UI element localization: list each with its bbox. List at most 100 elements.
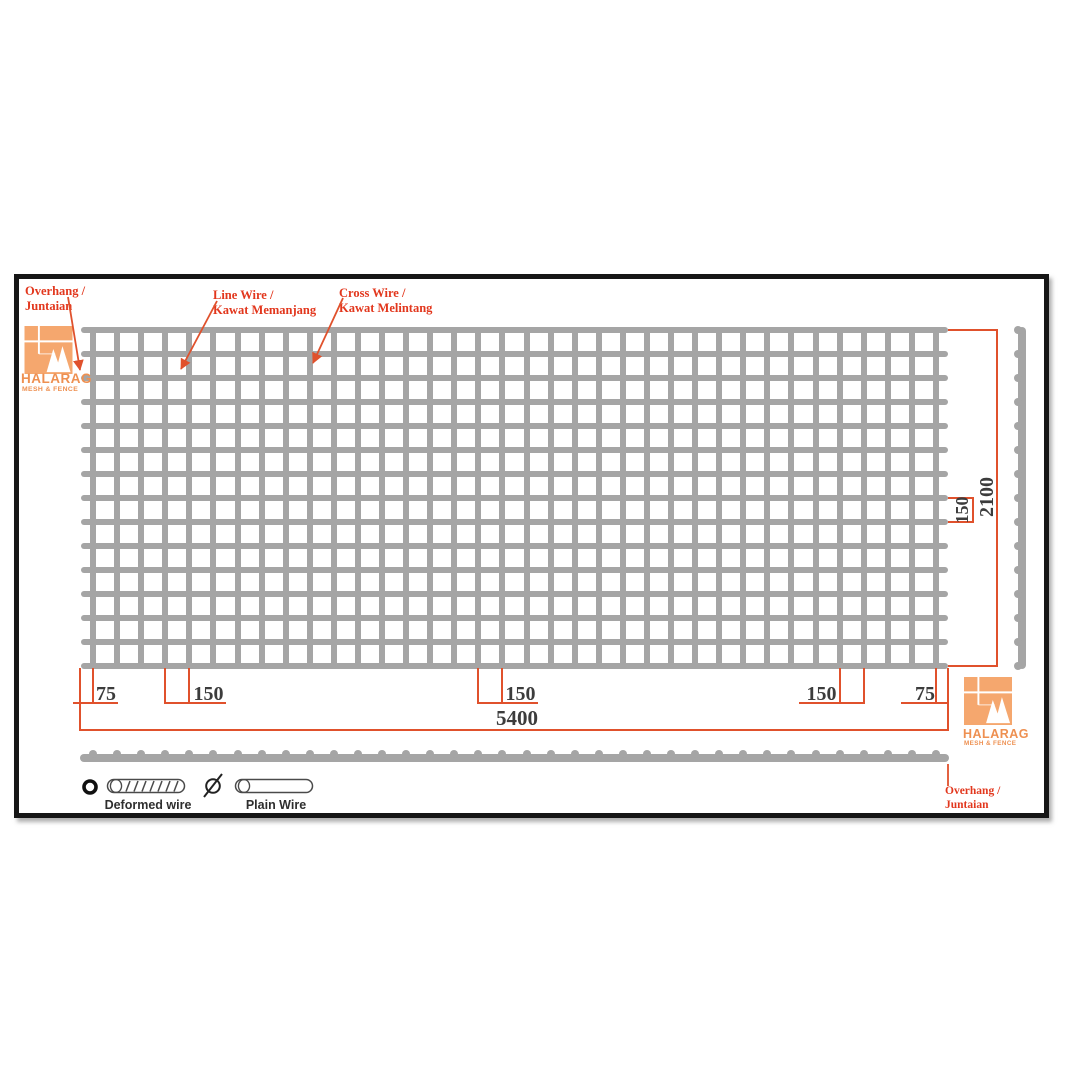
callout-text: Juntaian bbox=[945, 799, 989, 812]
dim-extension-line bbox=[947, 668, 949, 731]
cross-wire-dot bbox=[594, 750, 603, 758]
line-wire bbox=[81, 639, 948, 645]
cross-wire-dot bbox=[811, 750, 820, 758]
callout-text: Line Wire / bbox=[213, 288, 274, 302]
callout-text: Kawat Melintang bbox=[339, 301, 433, 316]
cross-wire-dot bbox=[185, 750, 194, 758]
line-wire-dot bbox=[1014, 494, 1022, 502]
line-wire bbox=[81, 471, 948, 477]
cross-wire-dot bbox=[739, 750, 748, 758]
line-wire bbox=[81, 495, 948, 501]
line-wire-dot bbox=[1014, 398, 1022, 406]
callout-text: Overhang / bbox=[25, 284, 86, 298]
cross-wire-dot bbox=[835, 750, 844, 758]
cross-wire-dot bbox=[161, 750, 170, 758]
line-wire bbox=[81, 399, 948, 405]
line-wire bbox=[81, 351, 948, 357]
line-wire bbox=[81, 447, 948, 453]
dim-tick-top bbox=[948, 329, 998, 331]
dim-extension-line bbox=[477, 668, 480, 704]
cross-wire-dot bbox=[450, 750, 459, 758]
cross-wire-dot bbox=[859, 750, 868, 758]
dim-line-spacing-right bbox=[799, 702, 865, 704]
cross-wire-dot bbox=[281, 750, 290, 758]
dim-extension-line bbox=[935, 668, 937, 704]
dim-line-spacing-left bbox=[164, 702, 226, 704]
dim-total-length: 5400 bbox=[496, 706, 538, 730]
line-wire-dot bbox=[1014, 590, 1022, 598]
line-wire-dot bbox=[1014, 662, 1022, 670]
cross-wire-dot bbox=[618, 750, 627, 758]
cross-wire-dot bbox=[715, 750, 724, 758]
dim-line-total-length bbox=[79, 729, 949, 731]
halarag-logo-mark bbox=[964, 677, 1012, 725]
cross-wire-dot bbox=[522, 750, 531, 758]
cross-wire-dot bbox=[932, 750, 940, 758]
cross-wire-dot bbox=[137, 750, 146, 758]
line-wire bbox=[81, 519, 948, 525]
line-wire-dot bbox=[1014, 374, 1022, 382]
halarag-logo-mark bbox=[24, 326, 73, 374]
callout-text: Kawat Memanjang bbox=[213, 303, 317, 318]
dim-overhang-left: 75 bbox=[96, 683, 116, 705]
callout-line-wire: Line Wire / Kawat Memanjang bbox=[213, 288, 316, 319]
dim-extension-line bbox=[862, 668, 865, 704]
dim-overhang-right: 75 bbox=[915, 683, 935, 705]
cross-wire-dot bbox=[474, 750, 483, 758]
dim-line-overhang-left bbox=[73, 702, 118, 704]
cross-wire-side-view bbox=[1018, 327, 1026, 669]
line-wire-dot bbox=[1014, 638, 1022, 646]
logo-subtitle: MESH & FENCE bbox=[22, 386, 79, 393]
dim-bracket-vertical-spacing bbox=[948, 497, 974, 499]
cross-wire-dot bbox=[498, 750, 507, 758]
dim-line-overhang-right bbox=[901, 702, 948, 704]
cross-wire-dot bbox=[209, 750, 218, 758]
dim-extension-line bbox=[164, 668, 167, 704]
line-wire bbox=[81, 567, 948, 573]
line-wire bbox=[81, 543, 948, 549]
line-wire bbox=[81, 615, 948, 621]
cross-wire-dot bbox=[89, 750, 97, 758]
line-wire bbox=[81, 375, 948, 381]
dim-spacing-right: 150 bbox=[806, 683, 837, 705]
callout-overhang-bottom: Overhang / Juntaian bbox=[945, 784, 1000, 812]
dim-extension-line bbox=[188, 668, 191, 704]
dim-spacing-left: 150 bbox=[193, 683, 224, 705]
deformed-wire-section-icon bbox=[82, 779, 98, 795]
dim-spacing-vertical: 150 bbox=[952, 496, 972, 524]
cross-wire-dot bbox=[378, 750, 387, 758]
plain-wire-label: Plain Wire bbox=[245, 798, 307, 812]
cross-wire-dot bbox=[353, 750, 362, 758]
cross-wire-dot bbox=[329, 750, 338, 758]
line-wire bbox=[81, 327, 948, 333]
line-wire-dot bbox=[1014, 614, 1022, 622]
cross-wire-dot bbox=[763, 750, 772, 758]
line-wire-dot bbox=[1014, 350, 1022, 358]
cross-wire-dot bbox=[787, 750, 796, 758]
cross-wire-dot bbox=[883, 750, 892, 758]
callout-text: Overhang / bbox=[945, 785, 1001, 797]
cross-wire-dot bbox=[907, 750, 916, 758]
cross-wire-dot bbox=[257, 750, 266, 758]
line-wire-side-view bbox=[80, 754, 949, 762]
line-wire bbox=[81, 663, 948, 669]
logo-name: HALARAG bbox=[21, 371, 92, 386]
cross-wire-dot bbox=[691, 750, 700, 758]
callout-overhang-top: Overhang / Juntaian bbox=[25, 284, 85, 315]
line-wire-dot bbox=[1014, 326, 1022, 334]
dim-tick-bottom bbox=[948, 665, 998, 667]
dim-bracket-vertical-spacing bbox=[948, 521, 974, 523]
deformed-wire-label: Deformed wire bbox=[104, 798, 192, 812]
plain-wire-section-icon bbox=[203, 773, 223, 798]
dim-extension-line bbox=[79, 668, 81, 731]
callout-cross-wire: Cross Wire / Kawat Melintang bbox=[339, 286, 432, 317]
line-wire-dot bbox=[1014, 542, 1022, 550]
cross-wire-dot bbox=[546, 750, 555, 758]
line-wire-dot bbox=[1014, 470, 1022, 478]
deformed-wire-icon bbox=[106, 778, 186, 794]
dim-extension-line bbox=[501, 668, 504, 704]
cross-wire-dot bbox=[113, 750, 122, 758]
dim-bracket-vertical-spacing bbox=[972, 497, 974, 523]
callout-text: Juntaian bbox=[25, 299, 73, 314]
